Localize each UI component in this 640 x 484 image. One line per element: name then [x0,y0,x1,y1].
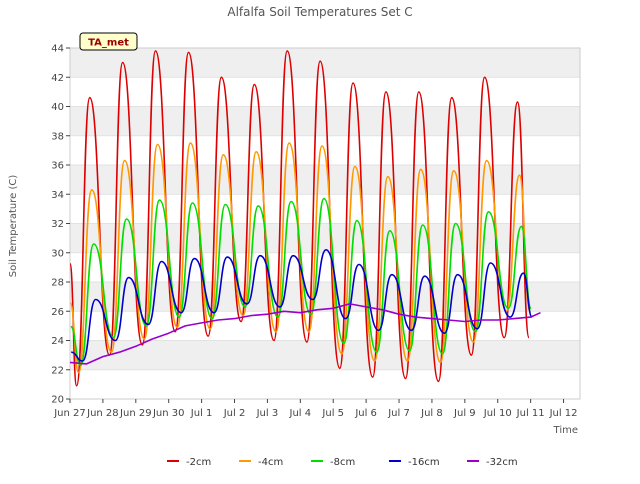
y-tick-label: 22 [51,365,64,376]
y-tick-label: 24 [51,336,64,347]
x-tick-label: Jun 29 [119,408,152,419]
legend: -2cm -4cm -8cm -16cm -32cm [167,457,518,468]
x-tick-label: Jul 7 [387,408,410,419]
x-tick-label: Jul 3 [256,408,279,419]
y-tick-label: 44 [51,44,64,55]
legend-label: -2cm [186,457,211,468]
x-axis-label: Time [553,425,578,436]
x-axis-ticks: Jun 27 Jun 28 Jun 29 Jun 30 Jul 1 Jul 2 Jul 3 J… [53,399,578,419]
x-tick-label: Jul 5 [321,408,344,419]
y-tick-label: 38 [51,131,64,142]
x-tick-label: Jun 27 [53,408,86,419]
y-tick-label: 28 [51,278,64,289]
grid-band [70,165,580,195]
y-tick-label: 30 [51,248,64,259]
series-line-4cmcm [69,142,531,374]
grid-band [70,106,580,136]
chart-title: Alfalfa Soil Temperatures Set C [227,5,412,19]
series-line-2cmcm [69,50,530,387]
x-tick-label: Jun 28 [86,408,119,419]
y-tick-label: 26 [51,307,64,318]
x-tick-label: Jul 1 [190,408,213,419]
x-tick-label: Jul 9 [453,408,476,419]
y-axis-ticks: 20 22 24 26 28 30 32 34 36 38 40 42 44 [51,44,70,406]
legend-label: -16cm [408,457,440,468]
y-tick-label: 32 [51,219,64,230]
series-line-16cmcm [71,249,533,362]
legend-label: -4cm [258,457,283,468]
grid-bands [70,48,580,370]
grid-band [70,48,580,78]
x-tick-label: Jul 6 [354,408,377,419]
series-line-8cmcm [70,197,532,367]
ta-met-annotation: TA_met [79,32,138,51]
grid-band [70,340,580,370]
y-tick-label: 36 [51,161,64,172]
legend-label: -8cm [330,457,355,468]
x-tick-label: Jul 12 [549,408,578,419]
y-tick-label: 42 [51,73,64,84]
x-tick-label: Jul 8 [420,408,443,419]
series-line-32cmcm [69,303,541,365]
x-tick-label: Jul 11 [516,408,545,419]
x-tick-label: Jul 4 [289,408,312,419]
legend-label: -32cm [486,457,518,468]
y-tick-label: 40 [51,102,64,113]
x-tick-label: Jul 2 [223,408,246,419]
ta-met-label: TA_met [88,38,129,49]
x-tick-label: Jun 30 [152,408,185,419]
x-tick-label: Jul 10 [483,408,512,419]
grid-band [70,223,580,253]
y-tick-label: 34 [51,190,64,201]
series-layer [69,50,541,387]
y-tick-label: 20 [51,395,64,406]
y-axis-label: Soil Temperature (C) [8,175,19,278]
